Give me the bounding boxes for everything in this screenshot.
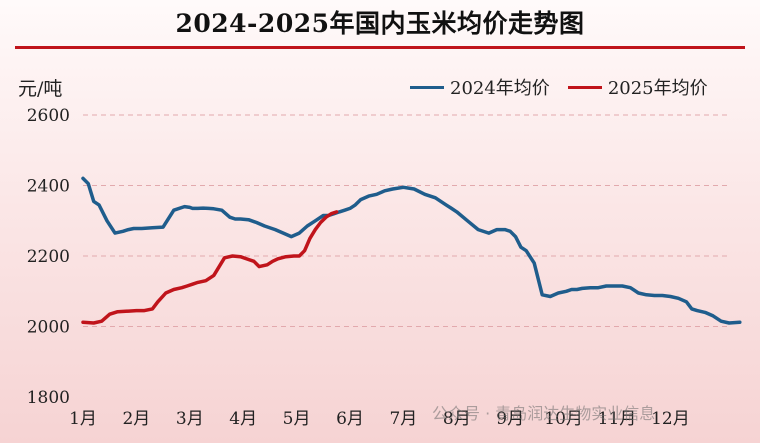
x-tick-label: 6月 (336, 409, 364, 429)
x-tick-label: 12月 (651, 409, 690, 429)
x-tick-label: 3月 (176, 409, 204, 429)
gridlines (83, 114, 730, 327)
y-tick-label: 2200 (27, 247, 70, 267)
chart-legend: 2024年均价 2025年均价 (410, 74, 726, 100)
x-tick-label: 2月 (122, 409, 150, 429)
y-axis-ticks: 2600 2400 2200 2000 1800 (27, 106, 70, 408)
series-lines (81, 176, 742, 325)
title-divider (15, 46, 745, 49)
legend-swatch-2025 (567, 85, 602, 89)
legend-label-2024: 2024年均价 (450, 78, 550, 99)
legend-swatch-2024 (410, 85, 444, 89)
legend-label-2025: 2025年均价 (607, 78, 708, 99)
x-axis-ticks: 1月 2月 3月 4月 5月 6月 7月 8月 9月 10月 11月 12月 (69, 409, 690, 429)
y-tick-label: 2600 (27, 106, 70, 126)
x-tick-label: 9月 (496, 409, 524, 429)
x-tick-label: 4月 (229, 409, 257, 429)
x-tick-label: 11月 (598, 409, 637, 429)
y-tick-label: 2400 (27, 177, 70, 197)
legend-item-2025: 2025年均价 (567, 74, 708, 100)
x-tick-label: 10月 (544, 409, 583, 429)
watermark: 公众号 · 青岛润达生物实业信息 (432, 404, 656, 423)
x-tick-label: 8月 (443, 409, 471, 429)
series-line-1 (81, 210, 339, 325)
x-tick-label: 7月 (389, 409, 417, 429)
legend-item-2024: 2024年均价 (410, 74, 550, 100)
y-axis-unit-label: 元/吨 (18, 78, 63, 100)
x-tick-label: 5月 (283, 409, 311, 429)
series-line-0 (81, 176, 742, 325)
x-tick-label: 1月 (69, 409, 97, 429)
chart-title: 2024-2025年国内玉米均价走势图 (175, 9, 585, 38)
y-tick-label: 2000 (27, 318, 70, 338)
y-tick-label: 1800 (27, 388, 70, 408)
